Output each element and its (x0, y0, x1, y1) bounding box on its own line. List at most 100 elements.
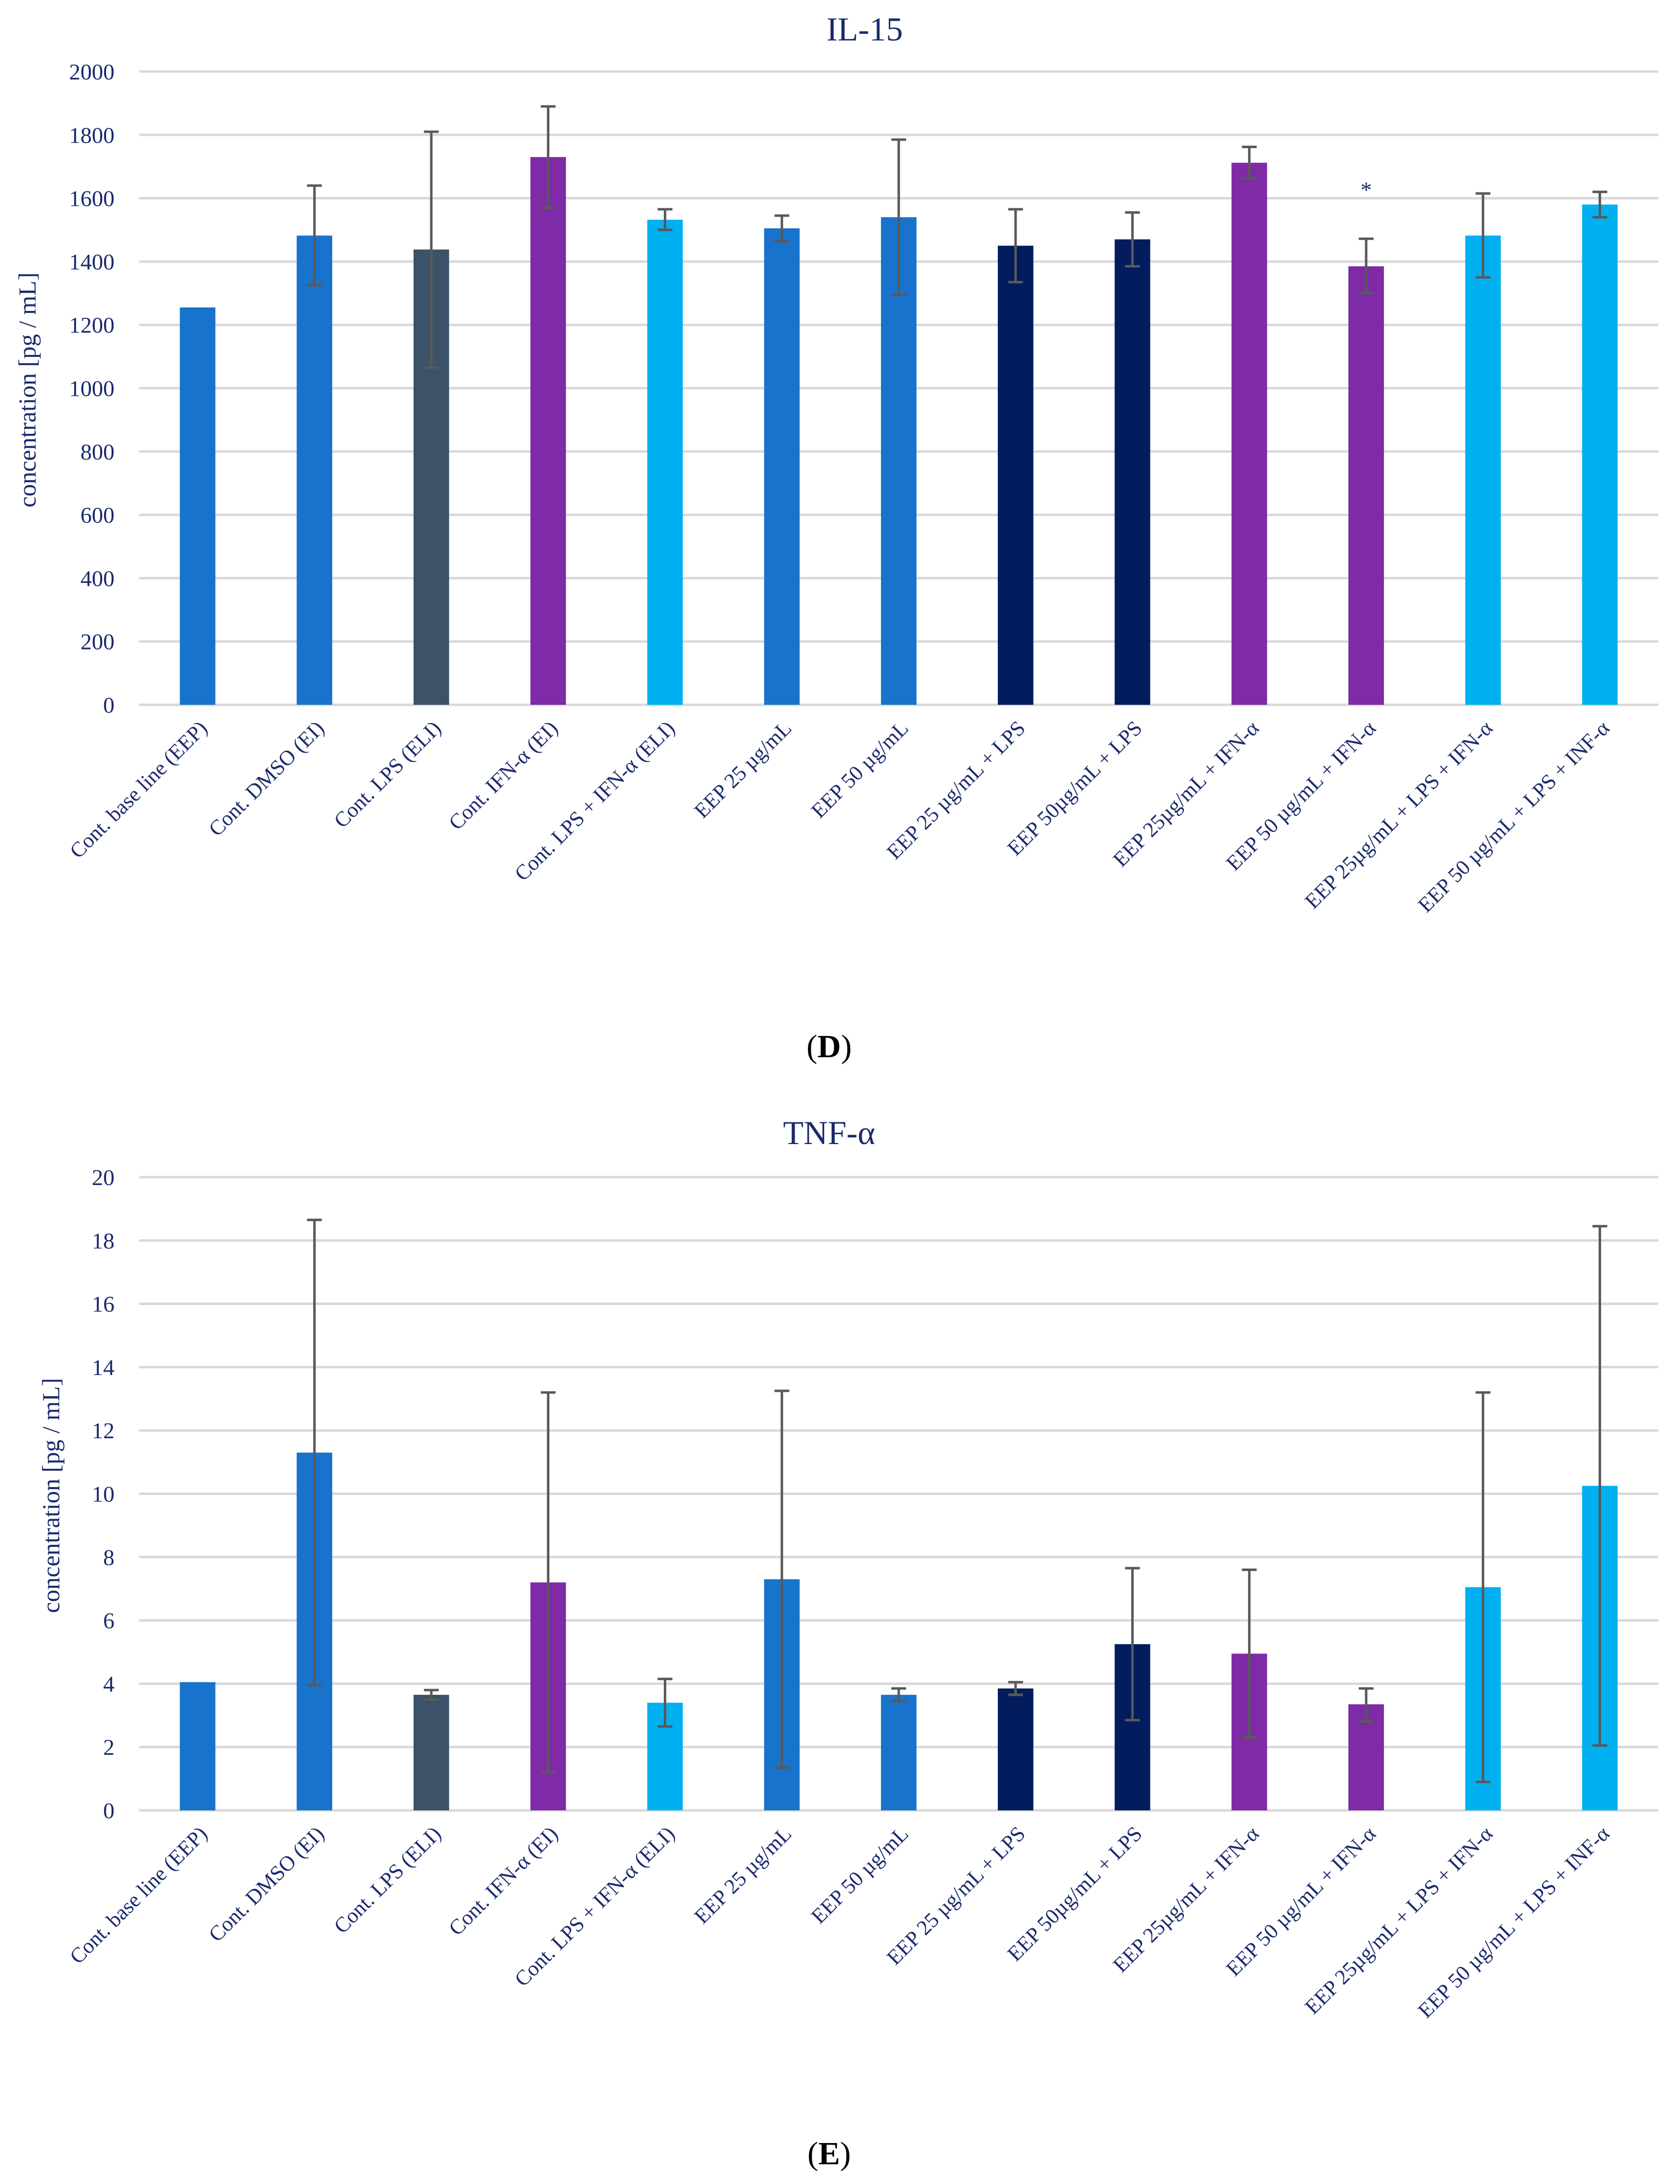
bar (297, 235, 333, 705)
category-label: EEP 50 µg/mL (807, 1822, 913, 1928)
bar (764, 228, 800, 705)
category-labels: Cont. base line (EEP)Cont. DMSO (EI) Cont… (66, 1822, 1614, 2023)
category-label: Cont. base line (EEP) (66, 717, 212, 863)
y-tick-label: 400 (80, 566, 115, 591)
error-bars (307, 1219, 1607, 1783)
y-tick-label: 1000 (69, 376, 115, 401)
y-tick-label: 2000 (69, 59, 115, 84)
bar (1114, 239, 1150, 705)
category-labels: Cont. base line (EEP)Cont. DMSO (EI) Cont… (66, 717, 1614, 917)
error-bar (540, 105, 556, 209)
error-bar (891, 138, 906, 296)
category-label: EEP 25µg/mL + LPS + IFN-α (1300, 1822, 1497, 2019)
category-label: EEP 50 µg/mL (807, 717, 913, 823)
y-tick-label: 10 (92, 1482, 115, 1507)
y-tick-label: 800 (80, 439, 115, 464)
y-tick-label: 0 (103, 692, 115, 718)
error-bar (1592, 191, 1607, 219)
error-bar (423, 1688, 439, 1701)
bar (180, 1682, 216, 1810)
error-bar (1359, 237, 1374, 295)
panel-letter: D (817, 1029, 841, 1065)
error-bar (307, 184, 322, 287)
panel-paren-close: ) (840, 2136, 851, 2172)
y-tick-label: 16 (92, 1292, 115, 1317)
bar (1582, 204, 1618, 705)
error-bar (1475, 1391, 1490, 1783)
category-label: Cont. LPS (ELI) (330, 1822, 446, 1938)
error-bar (1359, 1687, 1374, 1723)
error-bar (1008, 208, 1023, 284)
y-tick-label: 600 (80, 502, 115, 528)
y-tick-label: 4 (103, 1671, 115, 1696)
error-bar (774, 214, 790, 242)
category-label: Cont. LPS (ELI) (330, 717, 446, 833)
category-label: Cont. DMSO (EI) (204, 717, 329, 841)
panel-label: (E) (807, 2136, 851, 2172)
y-tick-label: 1400 (69, 249, 115, 274)
bar (1465, 235, 1501, 705)
y-tick-label: 12 (92, 1418, 115, 1443)
bar (530, 157, 566, 705)
panel-paren-close: ) (841, 1029, 852, 1065)
category-label: Cont. base line (EEP) (66, 1822, 212, 1969)
error-bar (1242, 1568, 1257, 1739)
bar (1231, 162, 1267, 705)
bar (881, 1694, 916, 1810)
panel-paren-open: ( (806, 1029, 817, 1065)
error-bars (307, 105, 1607, 369)
y-tick-label: 0 (103, 1798, 115, 1823)
y-tick-label: 1200 (69, 312, 115, 338)
error-bar (540, 1391, 556, 1774)
error-bar (1592, 1225, 1607, 1747)
category-label: Cont. IFN-α (EI) (445, 717, 563, 835)
panel-label: (D) (806, 1029, 852, 1065)
category-label: EEP 50 µg/mL + LPS + INF-α (1414, 717, 1614, 917)
error-bar (423, 130, 439, 369)
error-bar (307, 1219, 322, 1687)
bar (413, 1694, 449, 1810)
error-bar (1125, 211, 1140, 268)
category-label: EEP 25µg/mL + LPS + IFN-α (1300, 717, 1497, 914)
gridlines (139, 1176, 1658, 1812)
error-bar (774, 1389, 790, 1769)
chart-title: IL-15 (827, 10, 903, 48)
y-axis-label: concentration [pg / mL] (13, 272, 41, 507)
bar (997, 1688, 1033, 1810)
bars (180, 1453, 1618, 1810)
bar (881, 217, 916, 705)
y-tick-label: 20 (92, 1165, 115, 1190)
category-label: Cont. DMSO (EI) (204, 1822, 329, 1947)
y-tick-labels: 0 2 4 6 8 10 12 14 16 18 20 (92, 1165, 115, 1823)
error-bar (1125, 1567, 1140, 1722)
error-bar (1242, 146, 1257, 180)
panel-letter: E (818, 2136, 840, 2172)
y-tick-label: 8 (103, 1545, 115, 1570)
y-axis-label: concentration [pg / mL] (37, 1378, 65, 1613)
significance-marker: * (1361, 177, 1372, 202)
error-bar (657, 208, 673, 231)
category-label: EEP 50 µg/mL + LPS + INF-α (1414, 1822, 1614, 2023)
category-label: Cont. IFN-α (EI) (445, 1822, 563, 1940)
annotations: * (1361, 177, 1372, 202)
chart-il15: IL-15 concentration [pg / mL] 0 200 400 600… (13, 10, 1658, 1065)
y-tick-label: 2 (103, 1735, 115, 1760)
y-tick-label: 6 (103, 1608, 115, 1633)
bar (997, 245, 1033, 705)
chart-title: TNF-α (783, 1114, 876, 1151)
y-tick-label: 18 (92, 1228, 115, 1253)
y-tick-label: 1600 (69, 186, 115, 211)
panel-paren-open: ( (807, 2136, 818, 2172)
y-tick-labels: 0 200 400 600 800 1000 1200 1400 1600 1800 2000 (69, 59, 115, 718)
error-bar (1475, 192, 1490, 279)
bars (180, 157, 1618, 705)
y-tick-label: 1800 (69, 122, 115, 148)
bar (180, 307, 216, 705)
category-label: EEP 25 µg/mL (690, 717, 796, 823)
error-bar (1008, 1681, 1023, 1696)
y-tick-label: 200 (80, 629, 115, 654)
y-tick-label: 14 (92, 1355, 115, 1380)
error-bar (657, 1678, 673, 1728)
chart-tnf-alpha: TNF-α concentration [pg / mL] 0 2 4 6 8 10 12 1… (37, 1114, 1658, 2172)
